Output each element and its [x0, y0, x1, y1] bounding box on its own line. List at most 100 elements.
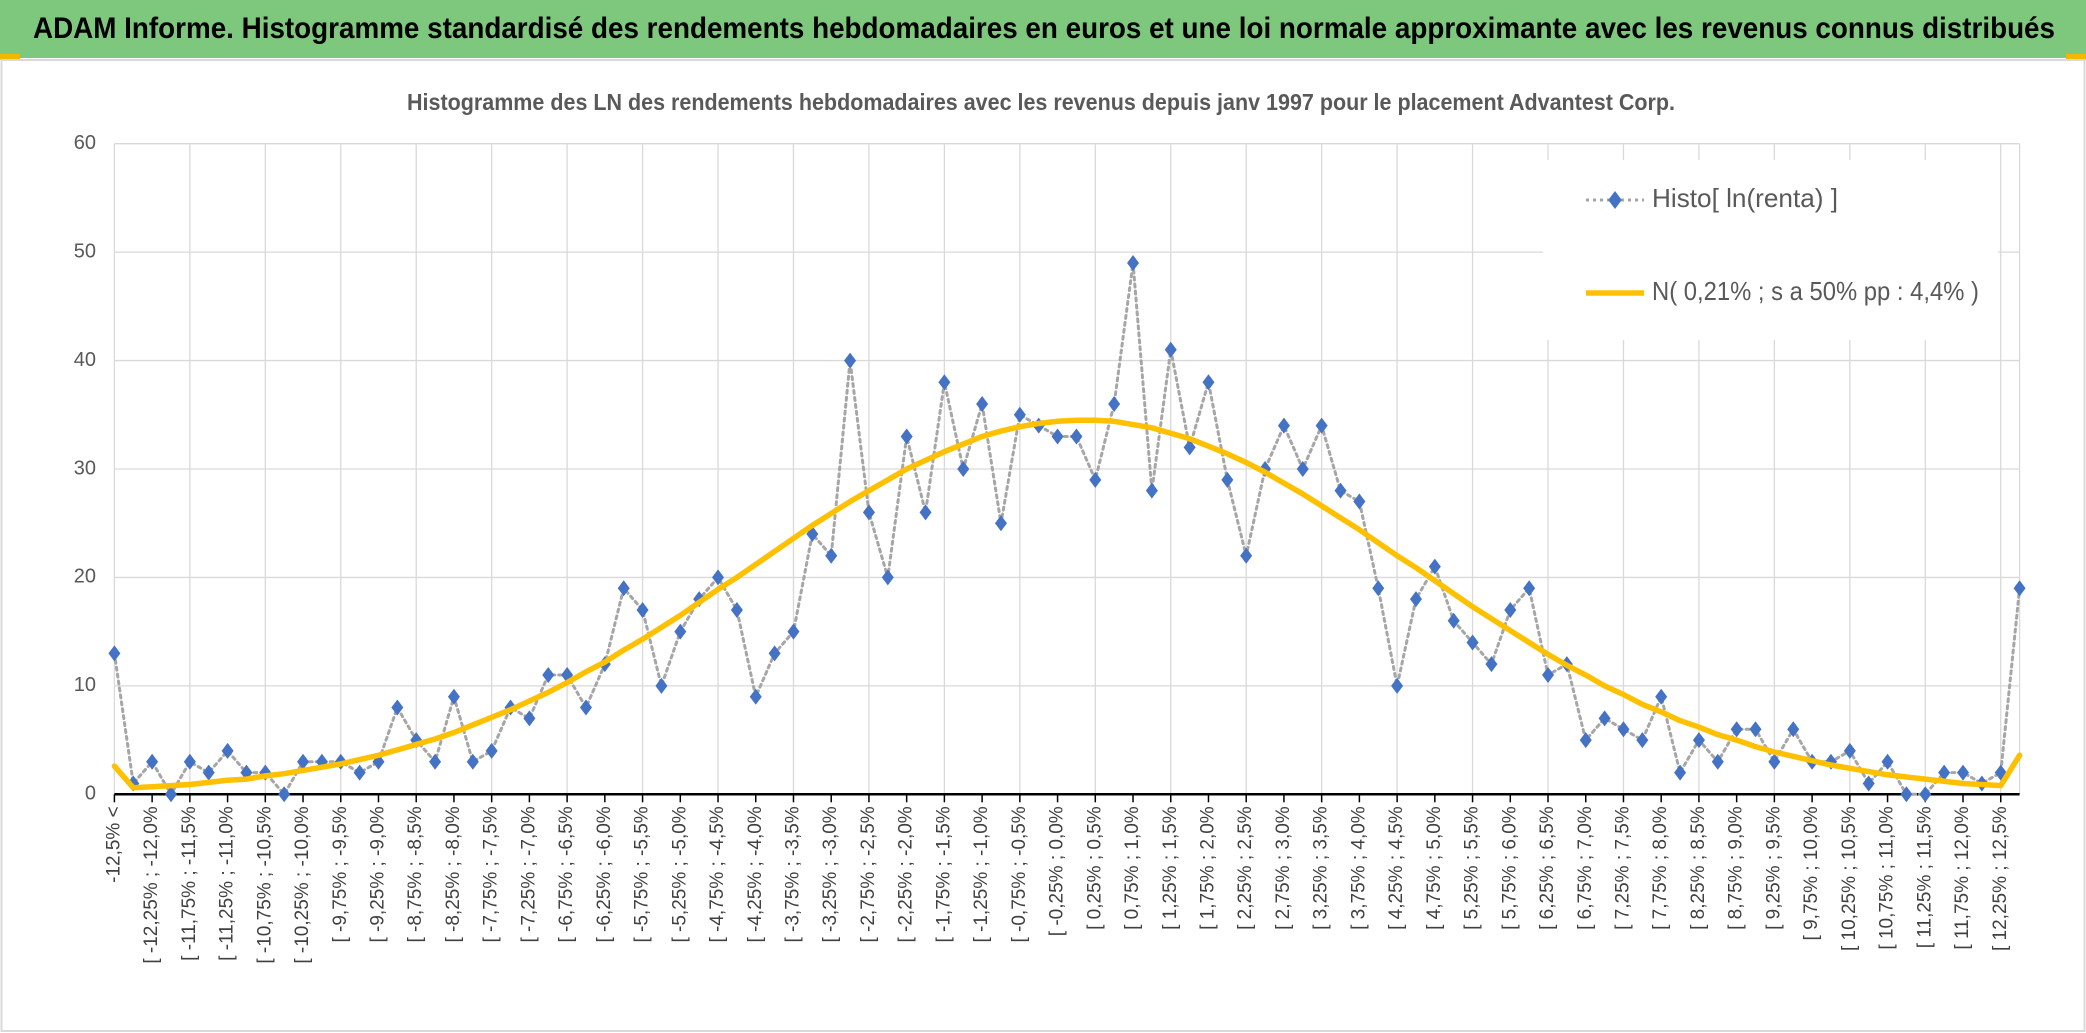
x-tick-label: [ -10,75% ; -10,5%	[254, 806, 275, 963]
data-point	[900, 428, 913, 445]
data-point	[1428, 558, 1441, 575]
x-tick-label: [ -3,75% ; -3,5%	[782, 806, 803, 942]
data-point	[1787, 721, 1800, 738]
y-tick-label: 50	[74, 240, 96, 262]
data-point	[1957, 764, 1970, 781]
data-point	[391, 699, 404, 716]
data-point	[730, 601, 743, 618]
x-tick-label: [ 11,25% ; 11,5%	[1914, 806, 1935, 948]
data-point	[1221, 471, 1234, 488]
data-point	[1202, 374, 1215, 391]
x-tick-label: [ 11,75% ; 12,0%	[1952, 806, 1973, 949]
data-point	[768, 645, 781, 662]
data-point	[2013, 580, 2026, 597]
x-tick-label: [ 12,25% ; 12,5%	[1990, 806, 2011, 951]
data-point	[825, 547, 838, 564]
data-point	[881, 569, 894, 586]
data-point	[1768, 753, 1781, 770]
data-point	[1070, 428, 1083, 445]
data-point	[1240, 547, 1253, 564]
y-tick-label: 30	[74, 457, 96, 479]
x-tick-label: [ -7,75% ; -7,5%	[481, 806, 502, 942]
data-point	[221, 742, 234, 759]
x-tick-label: [ 1,25% ; 1,5%	[1160, 806, 1181, 930]
data-point	[1372, 580, 1385, 597]
data-point	[485, 742, 498, 759]
data-point	[1447, 612, 1460, 629]
corner-tab	[2066, 54, 2086, 60]
data-point	[1674, 764, 1687, 781]
legend-label: N( 0,21% ; s a 50% pp : 4,4% )	[1652, 276, 1979, 306]
data-point	[1391, 677, 1404, 694]
y-tick-label: 20	[74, 566, 96, 588]
data-point	[1542, 667, 1555, 684]
data-point	[1692, 732, 1705, 749]
data-point	[1900, 786, 1913, 803]
x-tick-label: [ -1,25% ; -1,0%	[971, 806, 992, 942]
data-point	[617, 580, 630, 597]
data-point	[712, 569, 725, 586]
legend-box	[1543, 160, 1998, 340]
data-point	[1145, 482, 1158, 499]
data-point	[164, 786, 177, 803]
data-point	[1183, 439, 1196, 456]
x-tick-label: [ -9,25% ; -9,0%	[368, 806, 389, 942]
data-point	[1353, 493, 1366, 510]
y-tick-label: 0	[85, 783, 96, 805]
x-tick-label: [ -8,75% ; -8,5%	[405, 806, 426, 942]
x-tick-label: [ -5,25% ; -5,0%	[669, 806, 690, 942]
data-point	[1598, 710, 1611, 727]
data-point	[1862, 775, 1875, 792]
x-tick-label: [ -4,75% ; -4,5%	[707, 806, 728, 942]
data-point	[466, 753, 479, 770]
data-point	[1523, 580, 1536, 597]
legend-marker	[1608, 191, 1622, 209]
data-point	[579, 699, 592, 716]
x-tick-label: [ 7,25% ; 7,5%	[1612, 806, 1633, 930]
x-tick-label: [ -3,25% ; -3,0%	[820, 806, 841, 942]
data-point	[1504, 601, 1517, 618]
data-point	[749, 688, 762, 705]
x-tick-label: [ 2,75% ; 3,0%	[1273, 806, 1294, 930]
data-point	[1579, 732, 1592, 749]
data-point	[146, 753, 159, 770]
data-point	[1089, 471, 1102, 488]
x-tick-label: [ 5,25% ; 5,5%	[1462, 806, 1483, 930]
data-point	[1749, 721, 1762, 738]
data-point	[278, 786, 291, 803]
data-point	[1843, 742, 1856, 759]
x-tick-label: [ -2,25% ; -2,0%	[896, 806, 917, 942]
x-tick-label: [ -11,75% ; -11,5%	[179, 806, 200, 961]
data-point	[1315, 417, 1328, 434]
chart-subtitle: Histogramme des LN des rendements hebdom…	[407, 89, 1675, 115]
x-tick-label: [ 4,25% ; 4,5%	[1386, 806, 1407, 930]
data-point	[1108, 395, 1121, 412]
x-tick-label: [ -7,25% ; -7,0%	[518, 806, 539, 942]
data-point	[1730, 721, 1743, 738]
data-point	[1409, 591, 1422, 608]
chart-title: ADAM Informe. Histogramme standardisé de…	[33, 12, 2055, 45]
data-point	[862, 504, 875, 521]
legend-label: Histo[ ln(renta) ]	[1652, 183, 1838, 213]
data-point	[938, 374, 951, 391]
x-tick-label: [ 5,75% ; 6,0%	[1499, 806, 1520, 930]
data-point	[1919, 786, 1932, 803]
data-point	[202, 764, 215, 781]
x-tick-label: [ 0,75% ; 1,0%	[1122, 806, 1143, 930]
corner-tab	[0, 54, 20, 60]
y-tick-label: 60	[74, 132, 96, 154]
data-point	[1164, 341, 1177, 358]
series-line	[111, 417, 2023, 791]
data-point	[1277, 417, 1290, 434]
x-tick-label: [ -5,75% ; -5,5%	[632, 806, 653, 942]
x-tick-label: [ -2,75% ; -2,5%	[858, 806, 879, 942]
data-point	[636, 601, 649, 618]
data-point	[1127, 254, 1140, 271]
x-tick-label: [ 0,25% ; 0,5%	[1084, 806, 1105, 930]
chart-border	[0, 59, 2086, 1032]
x-tick-label: [ 10,25% ; 10,5%	[1839, 806, 1860, 951]
data-point	[655, 677, 668, 694]
data-point	[1617, 721, 1630, 738]
data-point	[1051, 428, 1064, 445]
